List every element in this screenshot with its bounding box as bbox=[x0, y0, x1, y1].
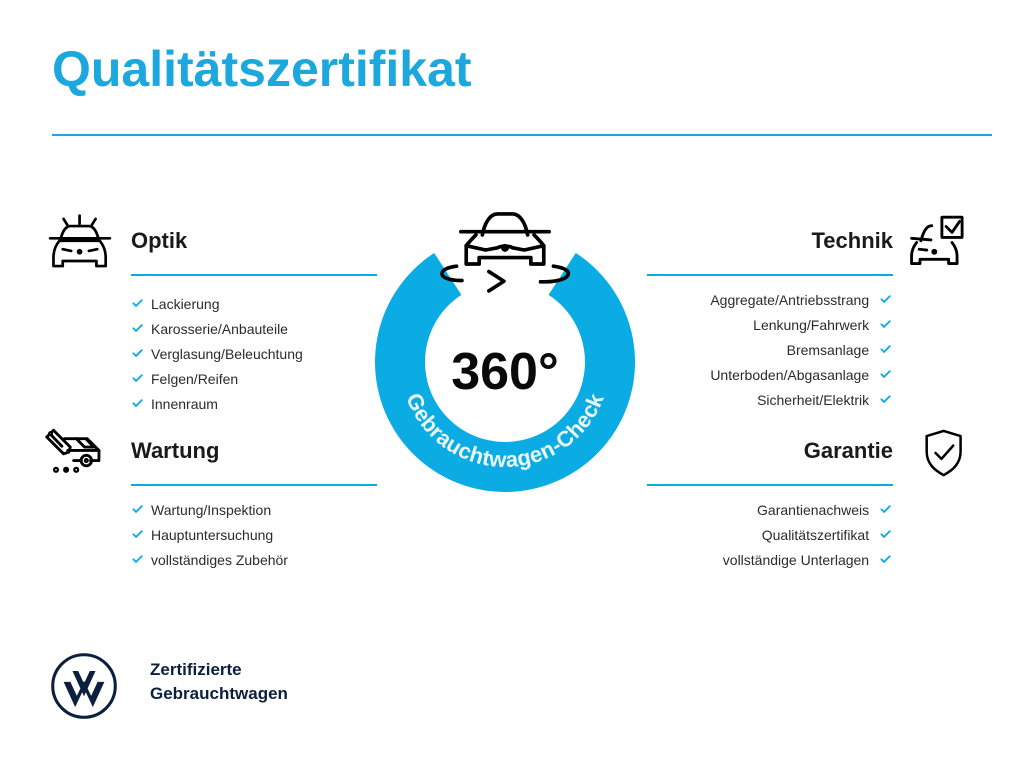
svg-text:360°: 360° bbox=[451, 343, 559, 401]
